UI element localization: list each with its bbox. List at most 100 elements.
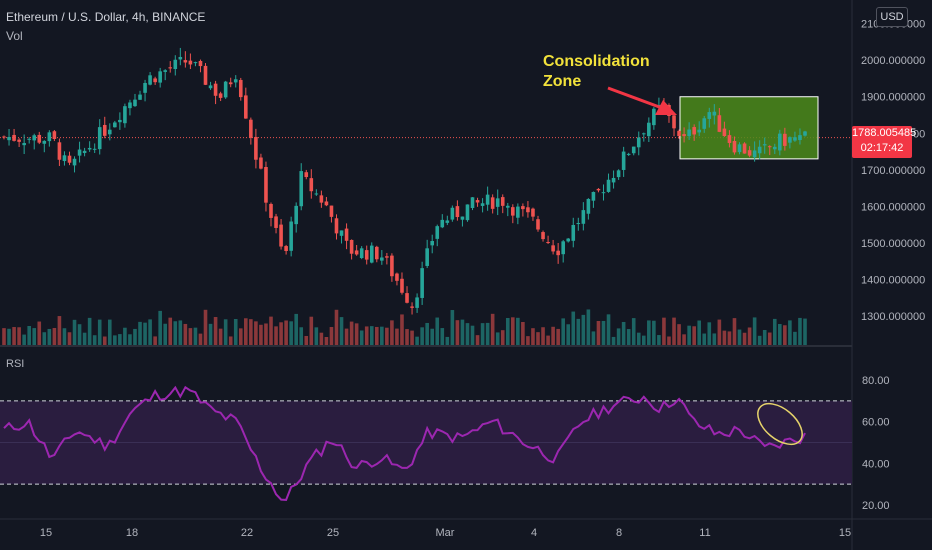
overlay-shapes	[607, 86, 803, 446]
volume-bar	[460, 319, 465, 345]
candle-body	[712, 111, 717, 116]
candle-body	[727, 135, 732, 143]
candle-body	[254, 136, 258, 160]
candle-body	[203, 65, 208, 85]
candle-body	[138, 94, 142, 100]
volume-bar	[591, 331, 596, 345]
time-tick-label: 4	[530, 527, 538, 539]
candle-body	[707, 112, 712, 119]
candle-body	[415, 297, 419, 308]
rsi-tick-label: 80.00	[862, 375, 890, 387]
volume-bar	[586, 309, 591, 345]
volume-bar	[17, 327, 21, 345]
volume-bar	[541, 327, 545, 345]
rsi-axis[interactable]: 80.00 60.00 40.00 20.00	[862, 375, 890, 512]
volume-bar	[505, 318, 510, 345]
price-tick-label: 1700.000000	[861, 165, 925, 177]
volume-bar	[485, 322, 490, 345]
volume-bar	[475, 335, 480, 345]
volume-bar	[470, 325, 475, 345]
candle-body	[279, 224, 283, 247]
volume-bar	[183, 323, 188, 345]
candle-body	[778, 133, 782, 151]
volume-bar	[173, 321, 178, 345]
candle-body	[611, 177, 616, 183]
rsi-band	[0, 400, 852, 485]
volume-bar	[97, 319, 102, 345]
candle-body	[541, 232, 545, 240]
volume-bar	[611, 336, 616, 345]
volume-bar	[188, 328, 193, 345]
volume-bar	[803, 318, 807, 345]
volume-bar	[445, 336, 450, 345]
symbol-title: Ethereum / U.S. Dollar, 4h, BINANCE	[6, 10, 206, 24]
candle-body	[153, 78, 157, 83]
candle-body	[586, 198, 591, 214]
candle-body	[682, 134, 686, 137]
currency-button[interactable]: USD	[876, 7, 908, 27]
candle-countdown: 02:17:42	[860, 142, 904, 154]
volume-bar	[208, 323, 213, 345]
volume-bar	[374, 326, 379, 345]
volume-bar	[631, 318, 636, 345]
volume-bar	[521, 321, 525, 345]
volume-bar	[747, 327, 752, 345]
rsi-highlight-ellipse	[757, 402, 803, 446]
candle-body	[702, 118, 707, 129]
candle-body	[621, 151, 626, 170]
volume-bar	[531, 328, 535, 345]
candle-body	[113, 122, 117, 128]
candle-body	[304, 172, 309, 178]
candle-body	[82, 150, 87, 154]
volume-bar	[405, 329, 409, 345]
candle-body	[687, 129, 691, 137]
candle-body	[636, 137, 641, 148]
consolidation-zone-box	[679, 96, 819, 160]
volume-bar	[465, 323, 470, 345]
volume-bar	[223, 319, 228, 345]
candle-body	[97, 127, 102, 150]
rsi-tick-label: 20.00	[862, 500, 890, 512]
consolidation-annotation: Consolidation Zone	[543, 52, 650, 92]
volume-bar	[798, 317, 802, 345]
candle-body	[163, 70, 168, 72]
price-tick-label: 1600.000000	[861, 201, 925, 213]
volume-bar	[742, 332, 747, 345]
volume-bar	[762, 330, 767, 345]
volume-bar	[168, 317, 173, 345]
candle-body	[626, 153, 631, 155]
volume-bar	[52, 327, 57, 345]
volume-bar	[334, 309, 339, 345]
volume-bar	[249, 319, 253, 345]
volume-bar	[299, 327, 304, 345]
price-axis[interactable]: 2100.0000002000.0000001900.0000001800.00…	[861, 19, 925, 323]
volume-bar	[7, 328, 11, 345]
volume-bar	[601, 320, 606, 345]
candle-body	[385, 256, 389, 258]
volume-bar	[566, 324, 571, 345]
volume-bar	[495, 332, 500, 345]
volume-bar	[163, 323, 168, 345]
volume-bar	[339, 317, 344, 345]
volume-bar	[228, 336, 233, 345]
volume-bar	[47, 328, 52, 345]
rsi-series-line	[3, 385, 806, 501]
candle-body	[647, 122, 651, 137]
volume-bar	[682, 334, 686, 345]
volume-bar	[667, 336, 671, 345]
candle-body	[425, 248, 429, 266]
candle-body	[133, 99, 137, 107]
volume-bar	[329, 327, 334, 345]
volume-bar	[757, 335, 762, 345]
candle-body	[344, 228, 349, 241]
candle-body	[400, 278, 404, 293]
volume-bar	[198, 333, 203, 345]
volume-bar	[687, 325, 691, 345]
volume-bar	[712, 333, 717, 345]
volume-bar	[576, 318, 581, 345]
volume-bar	[87, 317, 92, 345]
candle-body	[158, 71, 162, 83]
volume-bar	[707, 322, 712, 345]
volume-bar	[67, 332, 72, 345]
